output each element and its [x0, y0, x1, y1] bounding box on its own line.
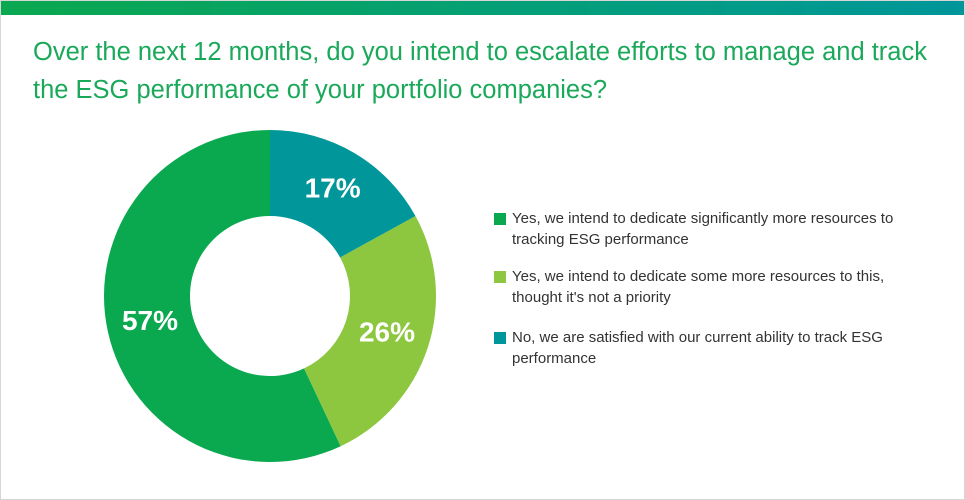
- legend-swatch: [494, 271, 506, 283]
- legend-label: Yes, we intend to dedicate significantly…: [512, 210, 894, 248]
- donut-segment: [103, 130, 341, 462]
- legend-swatch: [494, 213, 506, 225]
- chart-title: Over the next 12 months, do you intend t…: [33, 38, 927, 104]
- value-label: 26%: [359, 316, 415, 347]
- value-label: 17%: [305, 173, 361, 204]
- top-bar: [1, 1, 964, 15]
- value-label: 57%: [122, 305, 178, 336]
- legend-swatch: [494, 332, 506, 344]
- legend-label: No, we are satisfied with our current ab…: [512, 329, 883, 367]
- donut-segment: [270, 130, 416, 258]
- legend-label: Yes, we intend to dedicate some more res…: [512, 268, 885, 306]
- donut-segment: [304, 216, 437, 447]
